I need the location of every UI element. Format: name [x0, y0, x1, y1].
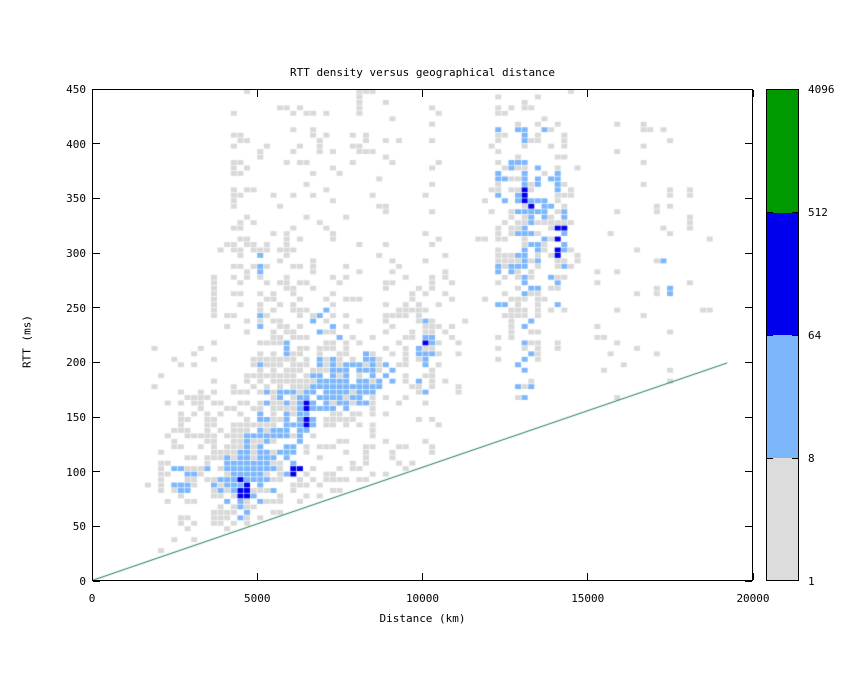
y-tick [93, 252, 100, 254]
y-tick [93, 580, 100, 582]
y-tick [93, 525, 100, 527]
y-tick-label: 50 [72, 520, 86, 534]
x-tick-mirror [256, 90, 258, 97]
y-tick-mirror [745, 307, 752, 309]
y-tick-label: 100 [66, 465, 86, 479]
y-tick-label: 0 [79, 575, 86, 588]
x-tick-label: 10000 [405, 592, 440, 605]
x-tick [256, 573, 258, 580]
colorbar-segment-4 [767, 90, 798, 213]
y-tick-mirror [745, 416, 752, 418]
y-tick-mirror [745, 197, 752, 199]
colorbar-tick [767, 334, 773, 336]
x-tick [422, 573, 423, 580]
y-tick-mirror [745, 580, 752, 582]
colorbar-tick [792, 457, 798, 459]
y-tick-mirror [745, 525, 752, 527]
y-tick-label: 400 [66, 137, 86, 151]
y-tick-mirror [745, 143, 752, 145]
x-tick [91, 573, 93, 580]
colorbar-tick [792, 334, 798, 336]
y-tick [93, 361, 100, 363]
y-tick-mirror [745, 252, 752, 254]
colorbar-tick [792, 211, 798, 213]
x-axis-label: Distance (km) [379, 612, 466, 625]
x-tick-label: 20000 [736, 592, 770, 605]
y-tick [93, 197, 100, 199]
colorbar-segment-2 [767, 335, 798, 458]
y-tick [93, 471, 100, 473]
x-tick-mirror [587, 90, 589, 97]
y-tick-label: 300 [66, 247, 86, 260]
y-tick-label: 450 [66, 83, 86, 96]
heatmap-canvas [92, 89, 753, 581]
colorbar-tick [767, 211, 773, 213]
colorbar-segment-1 [767, 457, 798, 580]
x-tick-label: 5000 [244, 592, 271, 605]
colorbar-tick-label: 4096 [808, 83, 835, 96]
colorbar-segment-3 [767, 212, 798, 335]
x-tick-mirror [91, 90, 93, 97]
colorbar-tick-label: 8 [808, 452, 815, 465]
y-axis-label: RTT (ms) [20, 315, 34, 368]
colorbar-tick-label: 64 [808, 329, 822, 342]
x-tick-mirror [422, 90, 423, 97]
x-tick-label: 15000 [571, 592, 605, 605]
y-tick-label: 200 [66, 356, 86, 370]
x-tick-mirror [752, 90, 754, 97]
x-tick-label: 0 [88, 592, 96, 605]
y-tick [93, 307, 100, 309]
y-tick [93, 416, 100, 418]
y-tick [93, 143, 100, 145]
y-tick-label: 150 [66, 411, 86, 424]
x-tick [752, 573, 754, 580]
plot-border [92, 89, 753, 581]
colorbar-gradient [766, 89, 799, 581]
y-tick [93, 88, 100, 90]
y-tick-mirror [745, 361, 752, 363]
y-tick-mirror [745, 88, 752, 90]
y-tick-label: 250 [66, 301, 86, 315]
chart-title: RTT density versus geographical distance [290, 66, 555, 79]
y-tick-label: 350 [66, 192, 86, 206]
colorbar-tick-label: 512 [808, 206, 828, 219]
y-tick-mirror [745, 471, 752, 473]
colorbar-tick-label: 1 [808, 575, 815, 588]
colorbar-tick [767, 457, 773, 459]
x-tick [587, 573, 589, 580]
